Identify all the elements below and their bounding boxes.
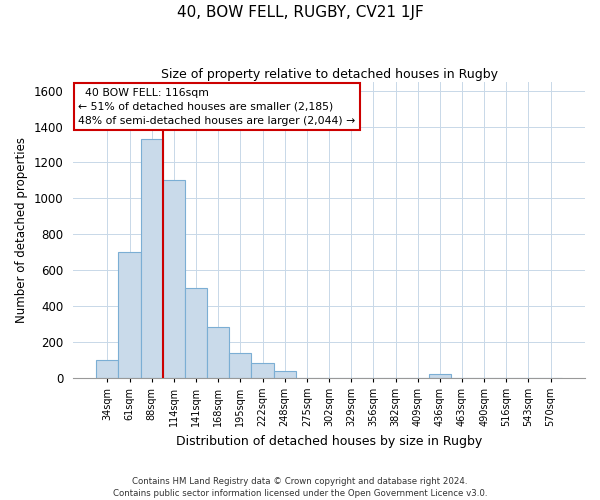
Title: Size of property relative to detached houses in Rugby: Size of property relative to detached ho… <box>161 68 497 80</box>
Bar <box>140 139 163 378</box>
Bar <box>118 252 140 378</box>
Bar <box>163 180 185 378</box>
Bar <box>251 364 274 378</box>
Bar <box>96 360 118 378</box>
Bar <box>274 372 296 378</box>
Bar <box>229 352 251 378</box>
Text: 40 BOW FELL: 116sqm  
← 51% of detached houses are smaller (2,185)
48% of semi-d: 40 BOW FELL: 116sqm ← 51% of detached ho… <box>78 88 355 126</box>
Text: 40, BOW FELL, RUGBY, CV21 1JF: 40, BOW FELL, RUGBY, CV21 1JF <box>176 5 424 20</box>
Bar <box>429 374 451 378</box>
Y-axis label: Number of detached properties: Number of detached properties <box>15 136 28 322</box>
Text: Contains HM Land Registry data © Crown copyright and database right 2024.
Contai: Contains HM Land Registry data © Crown c… <box>113 476 487 498</box>
X-axis label: Distribution of detached houses by size in Rugby: Distribution of detached houses by size … <box>176 434 482 448</box>
Bar <box>185 288 207 378</box>
Bar <box>207 328 229 378</box>
